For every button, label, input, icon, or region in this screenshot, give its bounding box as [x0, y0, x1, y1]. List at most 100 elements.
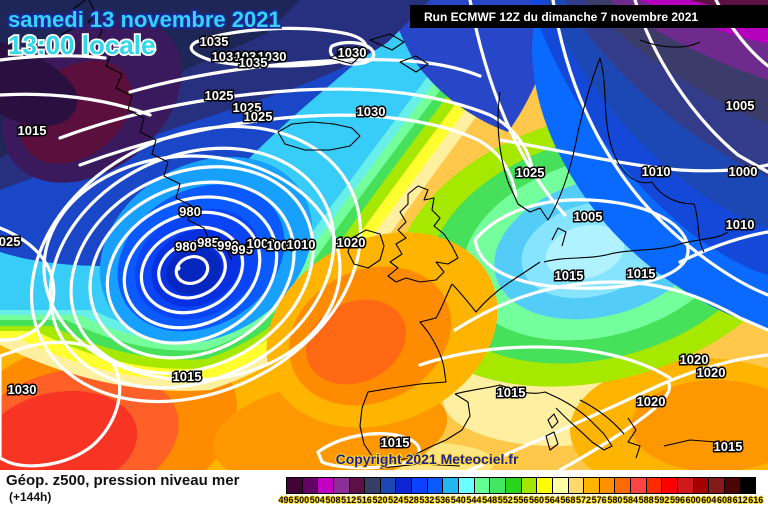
- legend-title: Géop. z500, pression niveau mer: [6, 472, 240, 489]
- colorbar-cell: [567, 477, 585, 494]
- run-info-box: Run ECMWF 12Z du dimanche 7 novembre 202…: [410, 5, 768, 28]
- pressure-label: 1015: [18, 123, 47, 138]
- colorbar-value: 572: [576, 495, 592, 505]
- map-area: Copyright 2021 Meteociel.fr 1035 1030 1030…: [0, 0, 768, 470]
- colorbar-value: 540: [450, 495, 466, 505]
- pressure-label: 1020: [637, 394, 666, 409]
- colorbar-cell: [661, 477, 679, 494]
- colorbar-cell: [348, 477, 366, 494]
- pressure-label: 1030: [8, 382, 37, 397]
- pressure-label: 1035: [200, 34, 229, 49]
- pressure-label: 1030: [235, 49, 264, 64]
- colorbar-cell: [286, 477, 303, 494]
- colorbar-cell: [723, 477, 741, 494]
- pressure-label: 990: [217, 238, 239, 253]
- colorbar-cell: [520, 477, 538, 494]
- date-line2: 13:00 locale: [8, 30, 155, 60]
- bottom-bar: Géop. z500, pression niveau mer (+144h) …: [0, 470, 768, 512]
- colorbar-cell: [473, 477, 491, 494]
- pressure-label: 1030: [357, 104, 386, 119]
- pressure-label: 980: [179, 204, 201, 219]
- pressure-label: 1010: [287, 237, 316, 252]
- colorbar-value: 548: [482, 495, 498, 505]
- pressure-label: 1030: [338, 45, 367, 60]
- pressure-label: 1015: [497, 385, 526, 400]
- colorbar-value: 512: [341, 495, 357, 505]
- pressure-label: 980: [175, 239, 197, 254]
- pressure-label: 1020: [680, 352, 709, 367]
- colorbar-value: 604: [701, 495, 717, 505]
- colorbar-values: 496 500 504 508 512 516 520 524 528 532 536 540 544 5…: [278, 495, 768, 509]
- colorbar-value: 588: [638, 495, 654, 505]
- colorbar-cell: [536, 477, 553, 494]
- colorbar-cell: [551, 477, 569, 494]
- pressure-label: 1005: [574, 209, 603, 224]
- colorbar-value: 568: [560, 495, 576, 505]
- pressure-label: 1020: [697, 365, 726, 380]
- copyright-text: Copyright 2021 Meteociel.fr: [336, 451, 519, 467]
- run-info-text: Run ECMWF 12Z du dimanche 7 novembre 202…: [424, 9, 699, 24]
- colorbar-value: 576: [591, 495, 607, 505]
- pressure-label: 1015: [627, 266, 656, 281]
- colorbar-cell: [426, 477, 444, 494]
- colorbar-cell: [332, 477, 350, 494]
- date-line1: samedi 13 novembre 2021: [8, 7, 281, 32]
- colorbar-cell: [598, 477, 616, 494]
- colorbar-cell: [364, 477, 381, 494]
- pressure-label: 1035: [239, 55, 268, 70]
- colorbar-cell: [301, 477, 319, 494]
- colorbar-value: 528: [403, 495, 419, 505]
- colorbar-value: 508: [325, 495, 341, 505]
- colorbar-value: 520: [372, 495, 388, 505]
- pressure-label: 1025: [244, 109, 273, 124]
- colorbar-value: 552: [497, 495, 513, 505]
- pressure-label: 1025: [0, 234, 20, 249]
- colorbar-value: 496: [278, 495, 294, 505]
- pressure-label: 985: [197, 235, 219, 250]
- pressure-label: 1015: [381, 435, 410, 450]
- colorbar-cell: [504, 477, 522, 494]
- colorbar-value: 600: [685, 495, 701, 505]
- colorbar-value: 544: [466, 495, 482, 505]
- colorbar-cell: [614, 477, 632, 494]
- colorbar-cell: [317, 477, 334, 494]
- pressure-label: 1005: [726, 98, 755, 113]
- pressure-label: 995: [231, 242, 253, 257]
- pressure-label: 1010: [642, 164, 671, 179]
- colorbar-cell: [442, 477, 460, 494]
- colorbar-cell: [739, 477, 757, 494]
- pressure-label: 1030: [212, 49, 241, 64]
- colorbar-value: 580: [607, 495, 623, 505]
- colorbar-value: 616: [748, 495, 764, 505]
- colorbar-value: 556: [513, 495, 529, 505]
- pressure-label: 1025: [516, 165, 545, 180]
- isobar-lines: [0, 0, 768, 470]
- pressure-label: 1010: [726, 217, 755, 232]
- colorbar-value: 584: [623, 495, 639, 505]
- pressure-label: 1000: [247, 236, 276, 251]
- legend-lead-time: (+144h): [9, 490, 52, 504]
- colorbar-value: 504: [309, 495, 325, 505]
- colorbar-cell: [411, 477, 428, 494]
- colorbar-cell: [379, 477, 397, 494]
- colorbar-value: 592: [654, 495, 670, 505]
- pressure-label: 1005: [267, 238, 296, 253]
- pressure-label: 1015: [173, 369, 202, 384]
- colorbar-cell: [395, 477, 413, 494]
- colorbar-cell: [458, 477, 475, 494]
- pressure-label: 1025: [233, 100, 262, 115]
- colorbar-value: 532: [419, 495, 435, 505]
- legend-box: Géop. z500, pression niveau mer (+144h): [0, 470, 284, 512]
- colorbar-cell: [583, 477, 600, 494]
- colorbar-value: 564: [544, 495, 560, 505]
- colorbar-cell: [708, 477, 725, 494]
- colorbar: [286, 477, 757, 494]
- pressure-label: 1030: [258, 49, 287, 64]
- colorbar-value: 524: [388, 495, 404, 505]
- pressure-label: 1025: [205, 88, 234, 103]
- pressure-label: 1020: [337, 235, 366, 250]
- colorbar-value: 536: [435, 495, 451, 505]
- weather-map-svg: Copyright 2021 Meteociel.fr 103510301030…: [0, 0, 768, 470]
